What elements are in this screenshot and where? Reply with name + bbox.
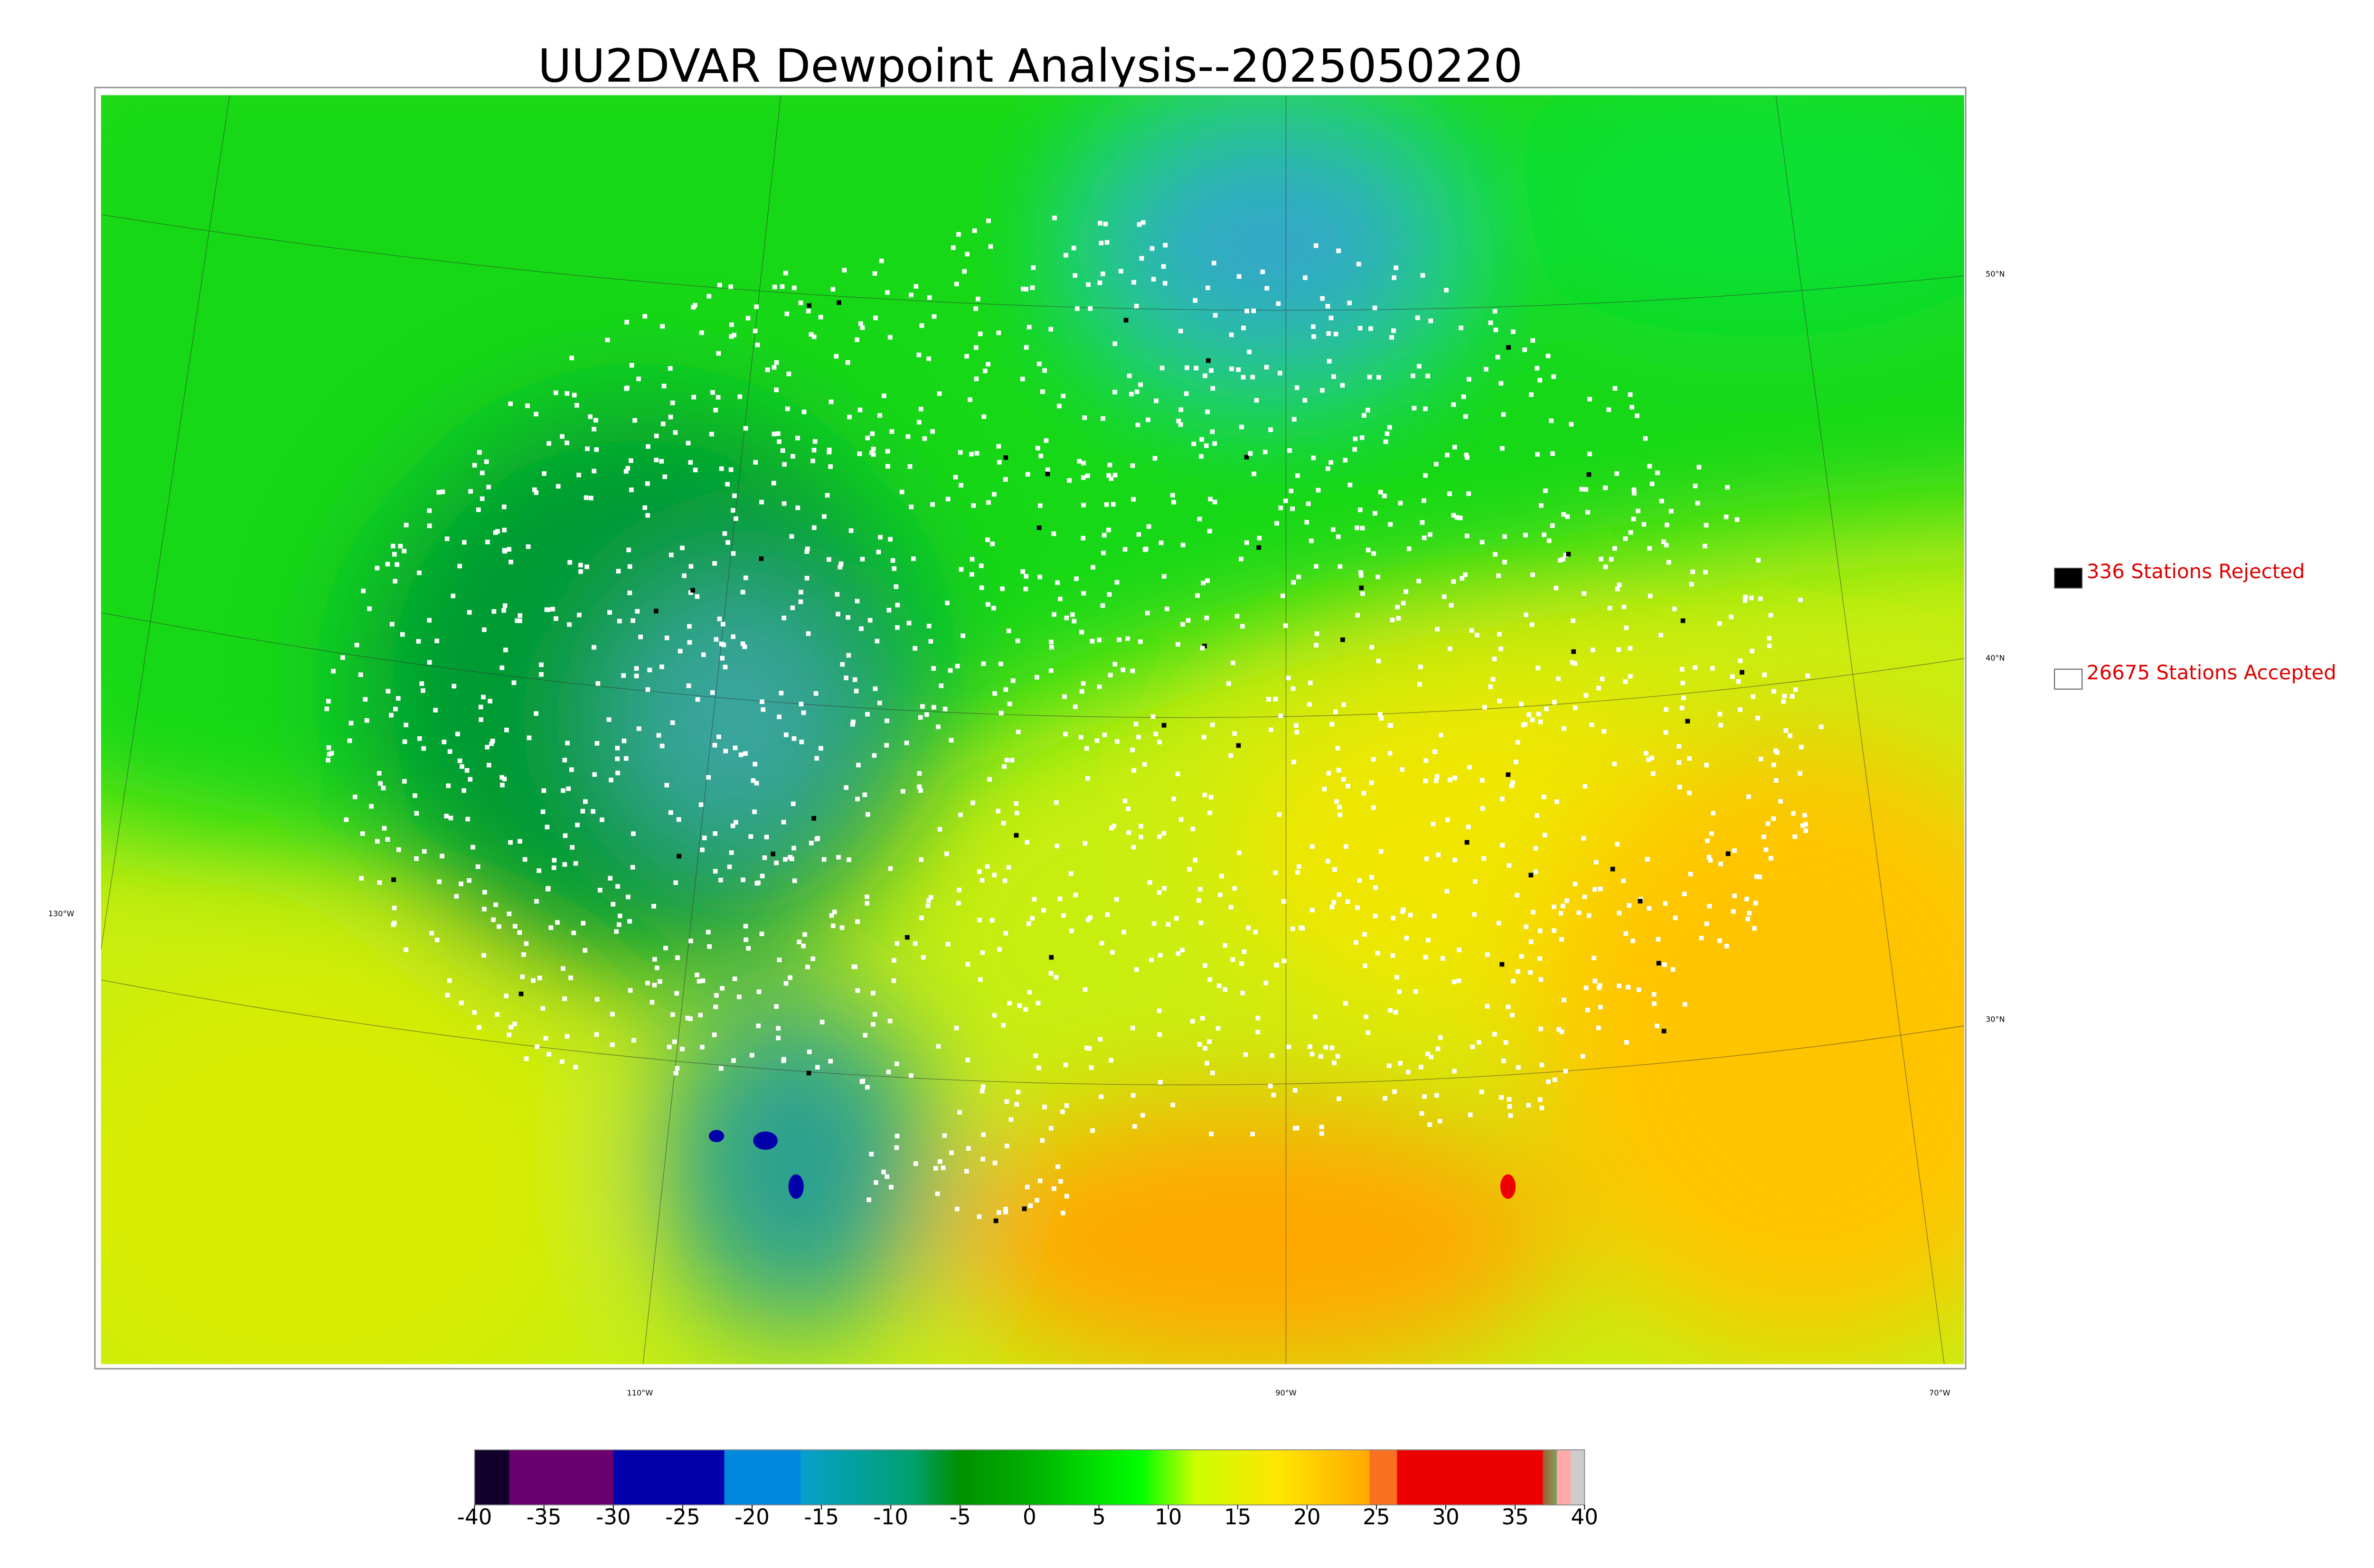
lon-label: 70°W — [1929, 1388, 1950, 1397]
lon-label: 130°W — [48, 909, 75, 918]
colorbar-tick-label: 5 — [1092, 1504, 1106, 1530]
lon-label: 90°W — [1275, 1388, 1297, 1397]
lat-label: 50°N — [1986, 269, 2005, 278]
title: UU2DVAR Dewpoint Analysis--2025050220 — [538, 39, 1523, 93]
colorbar-tick-label: 10 — [1155, 1504, 1182, 1530]
colorbar-tick-label: 35 — [1501, 1504, 1528, 1530]
lat-label: 30°N — [1986, 1015, 2005, 1024]
legend-label: 336 Stations Rejected — [2087, 560, 2305, 583]
colorbar-tick-label: 0 — [1023, 1504, 1036, 1530]
colorbar-tick-label: -20 — [735, 1504, 770, 1530]
colorbar-scale — [474, 1449, 1585, 1506]
colorbar-tick-label: 30 — [1432, 1504, 1459, 1530]
colorbar-tick-label: 40 — [1571, 1504, 1598, 1530]
colorbar-tick-label: -40 — [457, 1504, 492, 1530]
colorbar-tick-label: -30 — [596, 1504, 631, 1530]
colorbar-tick-label: 15 — [1224, 1504, 1251, 1530]
colorbar-tick-label: -25 — [665, 1504, 700, 1530]
map — [101, 95, 1964, 1364]
legend-label: 26675 Stations Accepted — [2087, 661, 2336, 684]
colorbar-tick-label: -10 — [873, 1504, 908, 1530]
colorbar-tick-label: -35 — [527, 1504, 562, 1530]
colorbar: -40 -35 -30 -25 -20 -15 -10 -5 0 5 10 15 20 25 30 35 40 — [457, 1449, 1598, 1530]
legend-swatch — [2054, 668, 2083, 690]
lat-label: 40°N — [1986, 654, 2005, 663]
colorbar-tick-label: -15 — [804, 1504, 839, 1530]
lon-label: 110°W — [627, 1388, 653, 1397]
colorbar-tick-label: -5 — [950, 1504, 971, 1530]
colorbar-tick-label: 25 — [1363, 1504, 1390, 1530]
colorbar-tick-label: 20 — [1293, 1504, 1320, 1530]
legend: 336 Stations Rejected 26675 Stations Acce… — [2054, 560, 2336, 690]
legend-swatch — [2054, 567, 2083, 589]
